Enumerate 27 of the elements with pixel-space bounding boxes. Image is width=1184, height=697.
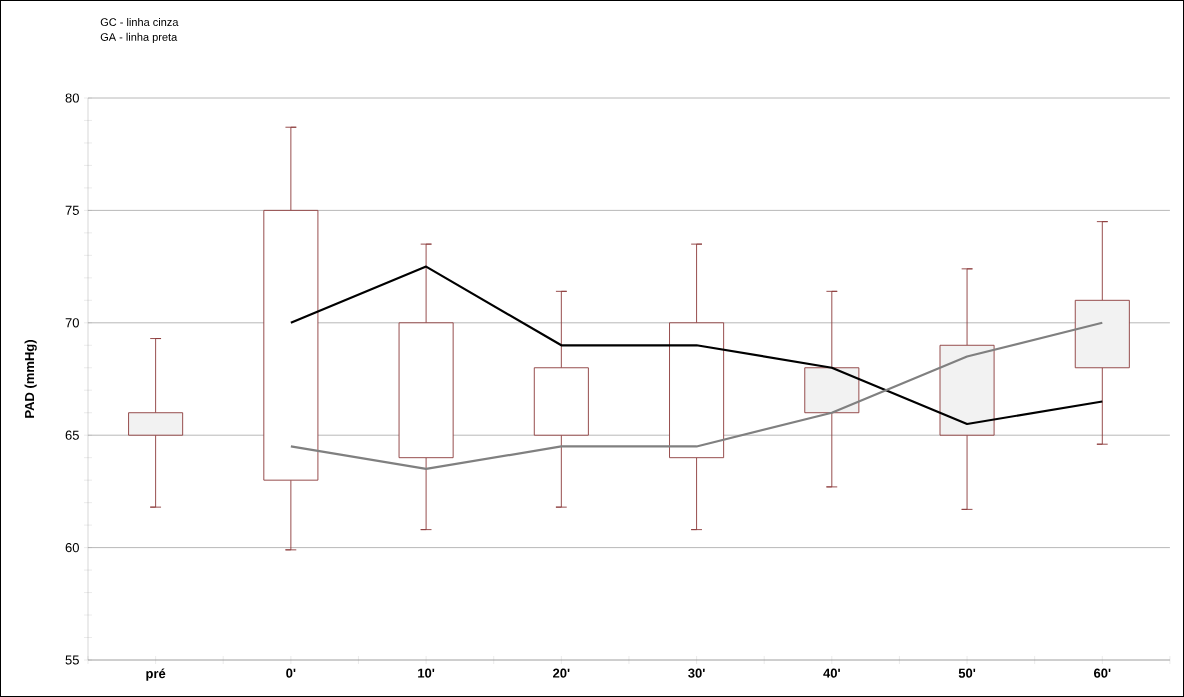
y-tick-label: 70 xyxy=(65,318,79,328)
candlestick xyxy=(398,243,454,531)
text: GC - linha cinza xyxy=(100,17,179,27)
line-series xyxy=(289,321,1104,471)
candlestick xyxy=(263,126,319,551)
x-tick-label: 10' xyxy=(418,668,435,678)
candlestick xyxy=(939,268,995,510)
x-tick-label: 40' xyxy=(823,668,840,678)
x-tick-label: pré xyxy=(146,668,166,681)
y-tick-label: 60 xyxy=(65,543,79,553)
candlestick xyxy=(669,243,725,531)
y-tick-label: 55 xyxy=(65,655,79,665)
candlestick xyxy=(1074,221,1130,445)
candlestick xyxy=(533,290,589,508)
text: GA - linha preta xyxy=(100,32,178,44)
candlestick xyxy=(804,290,860,488)
y-axis-title: PAD (mmHg) xyxy=(24,340,37,418)
y-tick-label: 75 xyxy=(65,205,79,215)
x-tick-label: 60' xyxy=(1093,668,1111,678)
x-tick-label: 20' xyxy=(553,668,570,678)
candlestick xyxy=(128,338,184,508)
x-tick-label: 30' xyxy=(688,668,705,678)
line-series xyxy=(289,265,1104,426)
y-tick-label: 80 xyxy=(65,93,79,103)
x-tick-label: 50' xyxy=(958,668,976,678)
y-tick-label: 65 xyxy=(65,430,79,440)
x-tick-label: 0' xyxy=(286,668,296,678)
